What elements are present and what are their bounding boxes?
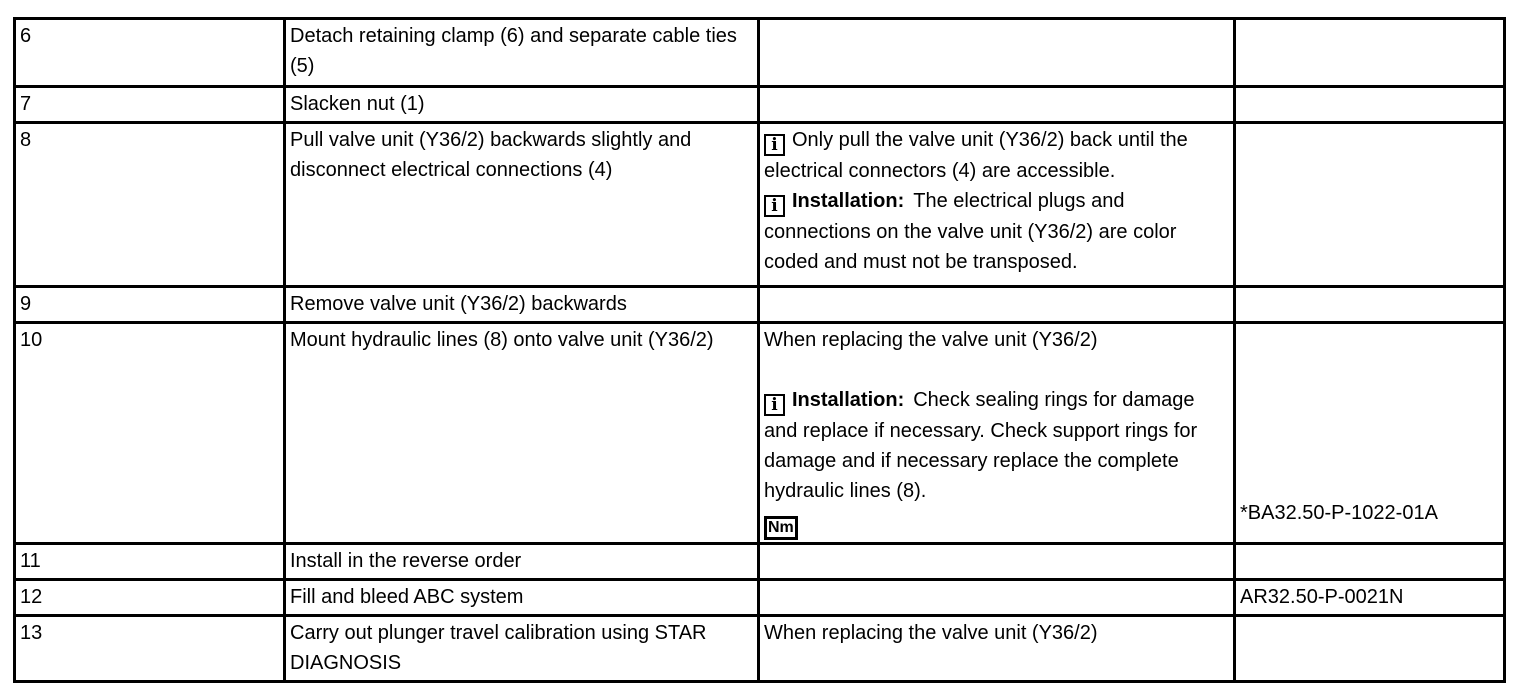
action-text: Remove valve unit (Y36/2) backwards xyxy=(290,293,627,315)
ref-cell xyxy=(1233,85,1506,124)
step-cell: 6 xyxy=(13,17,286,88)
ref-code: AR32.50-P-0021N xyxy=(1240,586,1404,608)
note-line: When replacing the valve unit (Y36/2) xyxy=(764,619,1227,649)
table-row: 13 Carry out plunger travel calibration u… xyxy=(13,614,1506,683)
ref-cell: *BA32.50-P-1022-01A xyxy=(1233,321,1506,545)
action-text: Slacken nut (1) xyxy=(290,93,425,115)
table-row: 7 Slacken nut (1) xyxy=(13,85,1506,124)
note-bold-label: Installation: xyxy=(792,389,905,411)
ref-cell xyxy=(1233,285,1506,324)
info-icon: i xyxy=(764,394,785,416)
ref-cell xyxy=(1233,614,1506,683)
ref-cell: AR32.50-P-0021N xyxy=(1233,578,1506,617)
procedure-table-body: 6 Detach retaining clamp (6) and separate… xyxy=(13,17,1506,683)
step-number: 7 xyxy=(20,93,32,115)
note-text: Only pull the valve unit (Y36/2) back un… xyxy=(764,129,1188,182)
note-line xyxy=(764,355,1227,385)
step-number: 8 xyxy=(20,129,32,151)
action-cell: Fill and bleed ABC system xyxy=(283,578,760,617)
action-cell: Carry out plunger travel calibration usi… xyxy=(283,614,760,683)
note-line: i Only pull the valve unit (Y36/2) back u… xyxy=(764,126,1227,187)
action-text: Install in the reverse order xyxy=(290,550,522,572)
step-number: 11 xyxy=(20,550,41,572)
note-text: When replacing the valve unit (Y36/2) xyxy=(764,622,1098,644)
step-number: 10 xyxy=(20,329,43,351)
procedure-table: 6 Detach retaining clamp (6) and separate… xyxy=(13,17,1506,683)
action-text: Detach retaining clamp (6) and separate … xyxy=(290,25,737,77)
table-row: 10 Mount hydraulic lines (8) onto valve u… xyxy=(13,321,1506,545)
action-text: Fill and bleed ABC system xyxy=(290,586,524,608)
table-row: 6 Detach retaining clamp (6) and separate… xyxy=(13,17,1506,88)
step-number: 6 xyxy=(20,25,32,47)
step-cell: 10 xyxy=(13,321,286,545)
note-cell xyxy=(757,17,1236,88)
note-cell xyxy=(757,285,1236,324)
table-row: 8 Pull valve unit (Y36/2) backwards sligh… xyxy=(13,121,1506,288)
step-cell: 11 xyxy=(13,542,286,581)
note-line: Nm xyxy=(764,506,1227,540)
step-cell: 12 xyxy=(13,578,286,617)
nm-icon: Nm xyxy=(764,516,798,540)
action-cell: Remove valve unit (Y36/2) backwards xyxy=(283,285,760,324)
action-text: Pull valve unit (Y36/2) backwards slight… xyxy=(290,129,692,181)
step-cell: 9 xyxy=(13,285,286,324)
ref-cell xyxy=(1233,542,1506,581)
step-number: 13 xyxy=(20,622,43,644)
note-cell xyxy=(757,85,1236,124)
action-cell: Mount hydraulic lines (8) onto valve uni… xyxy=(283,321,760,545)
note-text: When replacing the valve unit (Y36/2) xyxy=(764,329,1098,351)
note-text: Check sealing rings for damage and repla… xyxy=(764,389,1198,502)
info-icon: i xyxy=(764,134,785,156)
action-text: Carry out plunger travel calibration usi… xyxy=(290,622,707,674)
ref-cell xyxy=(1233,121,1506,288)
action-cell: Pull valve unit (Y36/2) backwards slight… xyxy=(283,121,760,288)
step-number: 9 xyxy=(20,293,32,315)
table-row: 12 Fill and bleed ABC system AR32.50-P-002… xyxy=(13,578,1506,617)
action-cell: Slacken nut (1) xyxy=(283,85,760,124)
note-cell xyxy=(757,542,1236,581)
action-cell: Install in the reverse order xyxy=(283,542,760,581)
note-line: When replacing the valve unit (Y36/2) xyxy=(764,326,1227,356)
table-row: 11 Install in the reverse order xyxy=(13,542,1506,581)
ref-code: *BA32.50-P-1022-01A xyxy=(1240,502,1438,524)
note-line: i Installation: The electrical plugs and c… xyxy=(764,186,1227,277)
step-cell: 8 xyxy=(13,121,286,288)
info-icon: i xyxy=(764,195,785,217)
note-cell: When replacing the valve unit (Y36/2) xyxy=(757,614,1236,683)
action-cell: Detach retaining clamp (6) and separate … xyxy=(283,17,760,88)
action-text: Mount hydraulic lines (8) onto valve uni… xyxy=(290,329,714,351)
note-cell: i Only pull the valve unit (Y36/2) back u… xyxy=(757,121,1236,288)
step-number: 12 xyxy=(20,586,43,608)
step-cell: 13 xyxy=(13,614,286,683)
note-line: i Installation: Check sealing rings for da… xyxy=(764,385,1227,506)
note-cell xyxy=(757,578,1236,617)
table-row: 9 Remove valve unit (Y36/2) backwards xyxy=(13,285,1506,324)
ref-cell xyxy=(1233,17,1506,88)
step-cell: 7 xyxy=(13,85,286,124)
note-bold-label: Installation: xyxy=(792,190,905,212)
note-text: The electrical plugs and connections on … xyxy=(764,190,1177,273)
